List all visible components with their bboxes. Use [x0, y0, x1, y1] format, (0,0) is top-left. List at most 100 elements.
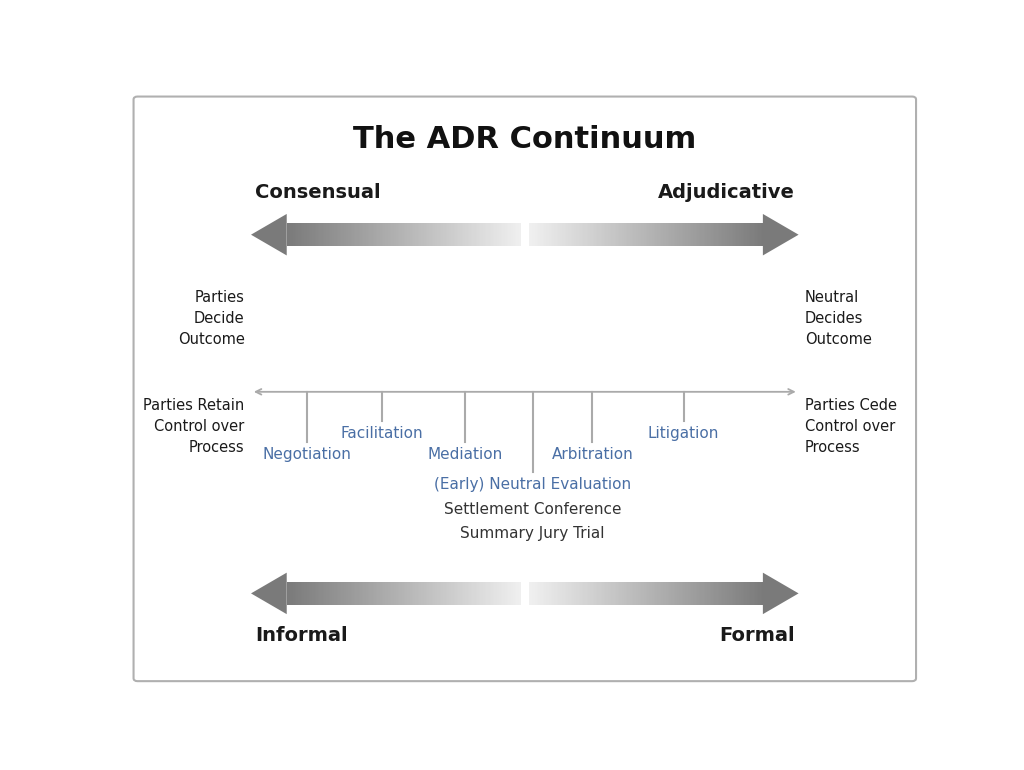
Bar: [748, 223, 749, 246]
Bar: [540, 223, 542, 246]
Bar: [641, 582, 643, 604]
Bar: [668, 582, 670, 604]
Bar: [383, 223, 385, 246]
Bar: [700, 223, 702, 246]
Bar: [758, 223, 760, 246]
Bar: [530, 223, 531, 246]
Bar: [374, 582, 376, 604]
Bar: [571, 582, 572, 604]
Bar: [302, 223, 304, 246]
Bar: [713, 223, 715, 246]
Bar: [591, 582, 593, 604]
Bar: [540, 582, 542, 604]
Bar: [462, 582, 463, 604]
Bar: [635, 223, 637, 246]
Bar: [549, 582, 551, 604]
Bar: [501, 223, 502, 246]
Bar: [313, 582, 314, 604]
Bar: [382, 582, 383, 604]
Bar: [326, 223, 328, 246]
Bar: [489, 582, 492, 604]
Bar: [474, 223, 475, 246]
Bar: [453, 223, 454, 246]
Bar: [435, 582, 436, 604]
Bar: [287, 223, 289, 246]
Bar: [739, 582, 741, 604]
Bar: [367, 223, 368, 246]
Bar: [387, 582, 388, 604]
Bar: [585, 582, 587, 604]
Bar: [718, 582, 719, 604]
Bar: [423, 582, 424, 604]
Bar: [620, 582, 621, 604]
Bar: [468, 582, 469, 604]
Bar: [501, 582, 502, 604]
Bar: [371, 223, 373, 246]
Bar: [468, 223, 469, 246]
Bar: [751, 223, 752, 246]
Bar: [326, 582, 328, 604]
Bar: [454, 223, 456, 246]
Bar: [643, 223, 644, 246]
Bar: [632, 582, 633, 604]
Bar: [354, 223, 355, 246]
Bar: [393, 582, 394, 604]
Bar: [616, 582, 617, 604]
Bar: [410, 582, 412, 604]
Bar: [495, 223, 496, 246]
Text: Parties Retain
Control over
Process: Parties Retain Control over Process: [143, 398, 245, 455]
Bar: [465, 582, 466, 604]
Bar: [605, 223, 607, 246]
Bar: [602, 582, 604, 604]
Bar: [725, 582, 727, 604]
Bar: [613, 582, 614, 604]
Bar: [728, 582, 730, 604]
Bar: [558, 582, 560, 604]
Bar: [745, 223, 748, 246]
Bar: [676, 223, 677, 246]
Bar: [539, 223, 540, 246]
Bar: [391, 223, 393, 246]
Bar: [558, 223, 560, 246]
Bar: [340, 223, 341, 246]
Bar: [433, 223, 435, 246]
Bar: [295, 582, 296, 604]
Text: (Early) Neutral Evaluation: (Early) Neutral Evaluation: [434, 477, 632, 491]
Bar: [354, 582, 355, 604]
Bar: [623, 582, 624, 604]
Bar: [692, 223, 694, 246]
Bar: [537, 582, 539, 604]
Bar: [557, 582, 558, 604]
Bar: [357, 223, 358, 246]
Bar: [719, 582, 721, 604]
Bar: [528, 223, 530, 246]
Bar: [489, 223, 492, 246]
Bar: [450, 582, 451, 604]
Bar: [338, 223, 340, 246]
Bar: [415, 223, 417, 246]
Bar: [400, 223, 402, 246]
Bar: [683, 223, 685, 246]
Bar: [659, 223, 662, 246]
Bar: [640, 223, 641, 246]
Bar: [742, 582, 744, 604]
Polygon shape: [251, 214, 287, 256]
Bar: [688, 223, 689, 246]
Bar: [413, 223, 415, 246]
Bar: [754, 582, 755, 604]
Bar: [319, 223, 322, 246]
Bar: [417, 223, 418, 246]
Bar: [760, 582, 761, 604]
Bar: [528, 582, 530, 604]
Bar: [716, 582, 718, 604]
Text: Settlement Conference: Settlement Conference: [444, 501, 622, 517]
Bar: [287, 582, 289, 604]
Bar: [462, 223, 463, 246]
Bar: [692, 582, 694, 604]
Bar: [677, 223, 679, 246]
Bar: [457, 223, 459, 246]
Bar: [646, 223, 647, 246]
Bar: [307, 582, 308, 604]
Bar: [432, 582, 433, 604]
Bar: [588, 223, 590, 246]
